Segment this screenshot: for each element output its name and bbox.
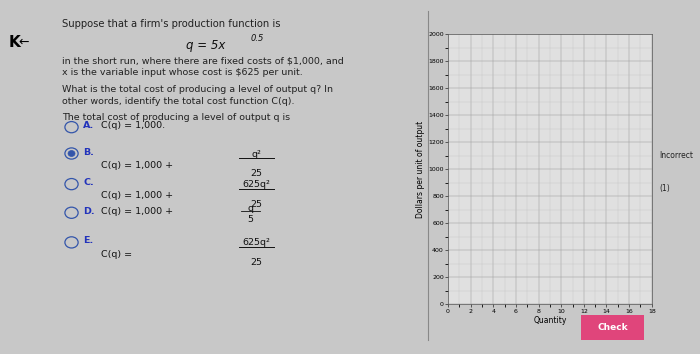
Text: The total cost of producing a level of output q is: The total cost of producing a level of o… (62, 113, 290, 122)
Text: ←: ← (18, 35, 29, 48)
Text: C(q) =: C(q) = (101, 250, 132, 259)
Text: q = 5x: q = 5x (186, 39, 225, 52)
Text: 5: 5 (247, 215, 253, 224)
Text: 0.5: 0.5 (250, 34, 264, 43)
Text: 625q²: 625q² (242, 180, 270, 189)
Text: (1): (1) (659, 184, 670, 193)
Text: A.: A. (83, 121, 94, 130)
Text: C(q) = 1,000 +: C(q) = 1,000 + (101, 207, 173, 216)
Text: q²: q² (251, 149, 261, 159)
Text: C(q) = 1,000 +: C(q) = 1,000 + (101, 192, 173, 200)
Text: C(q) = 1,000 +: C(q) = 1,000 + (101, 161, 173, 170)
Y-axis label: Dollars per unit of output: Dollars per unit of output (416, 121, 426, 218)
Text: D.: D. (83, 207, 94, 216)
Text: What is the total cost of producing a level of output q? In
other words, identif: What is the total cost of producing a le… (62, 85, 332, 106)
Text: K: K (8, 35, 20, 50)
Text: E.: E. (83, 236, 93, 245)
X-axis label: Quantity: Quantity (533, 316, 566, 325)
Circle shape (68, 150, 75, 156)
Text: q: q (247, 204, 253, 213)
Text: Check: Check (597, 323, 628, 332)
Text: 625q²: 625q² (242, 239, 270, 247)
Text: 25: 25 (250, 200, 262, 209)
Text: 25: 25 (250, 258, 262, 267)
Text: Incorrect: Incorrect (659, 151, 693, 160)
Text: in the short run, where there are fixed costs of $1,000, and
x is the variable i: in the short run, where there are fixed … (62, 56, 344, 77)
Text: Suppose that a firm's production function is: Suppose that a firm's production functio… (62, 19, 280, 29)
Text: C(q) = 1,000.: C(q) = 1,000. (101, 121, 164, 130)
Text: C.: C. (83, 178, 94, 187)
Text: B.: B. (83, 148, 94, 156)
Text: 25: 25 (250, 169, 262, 178)
